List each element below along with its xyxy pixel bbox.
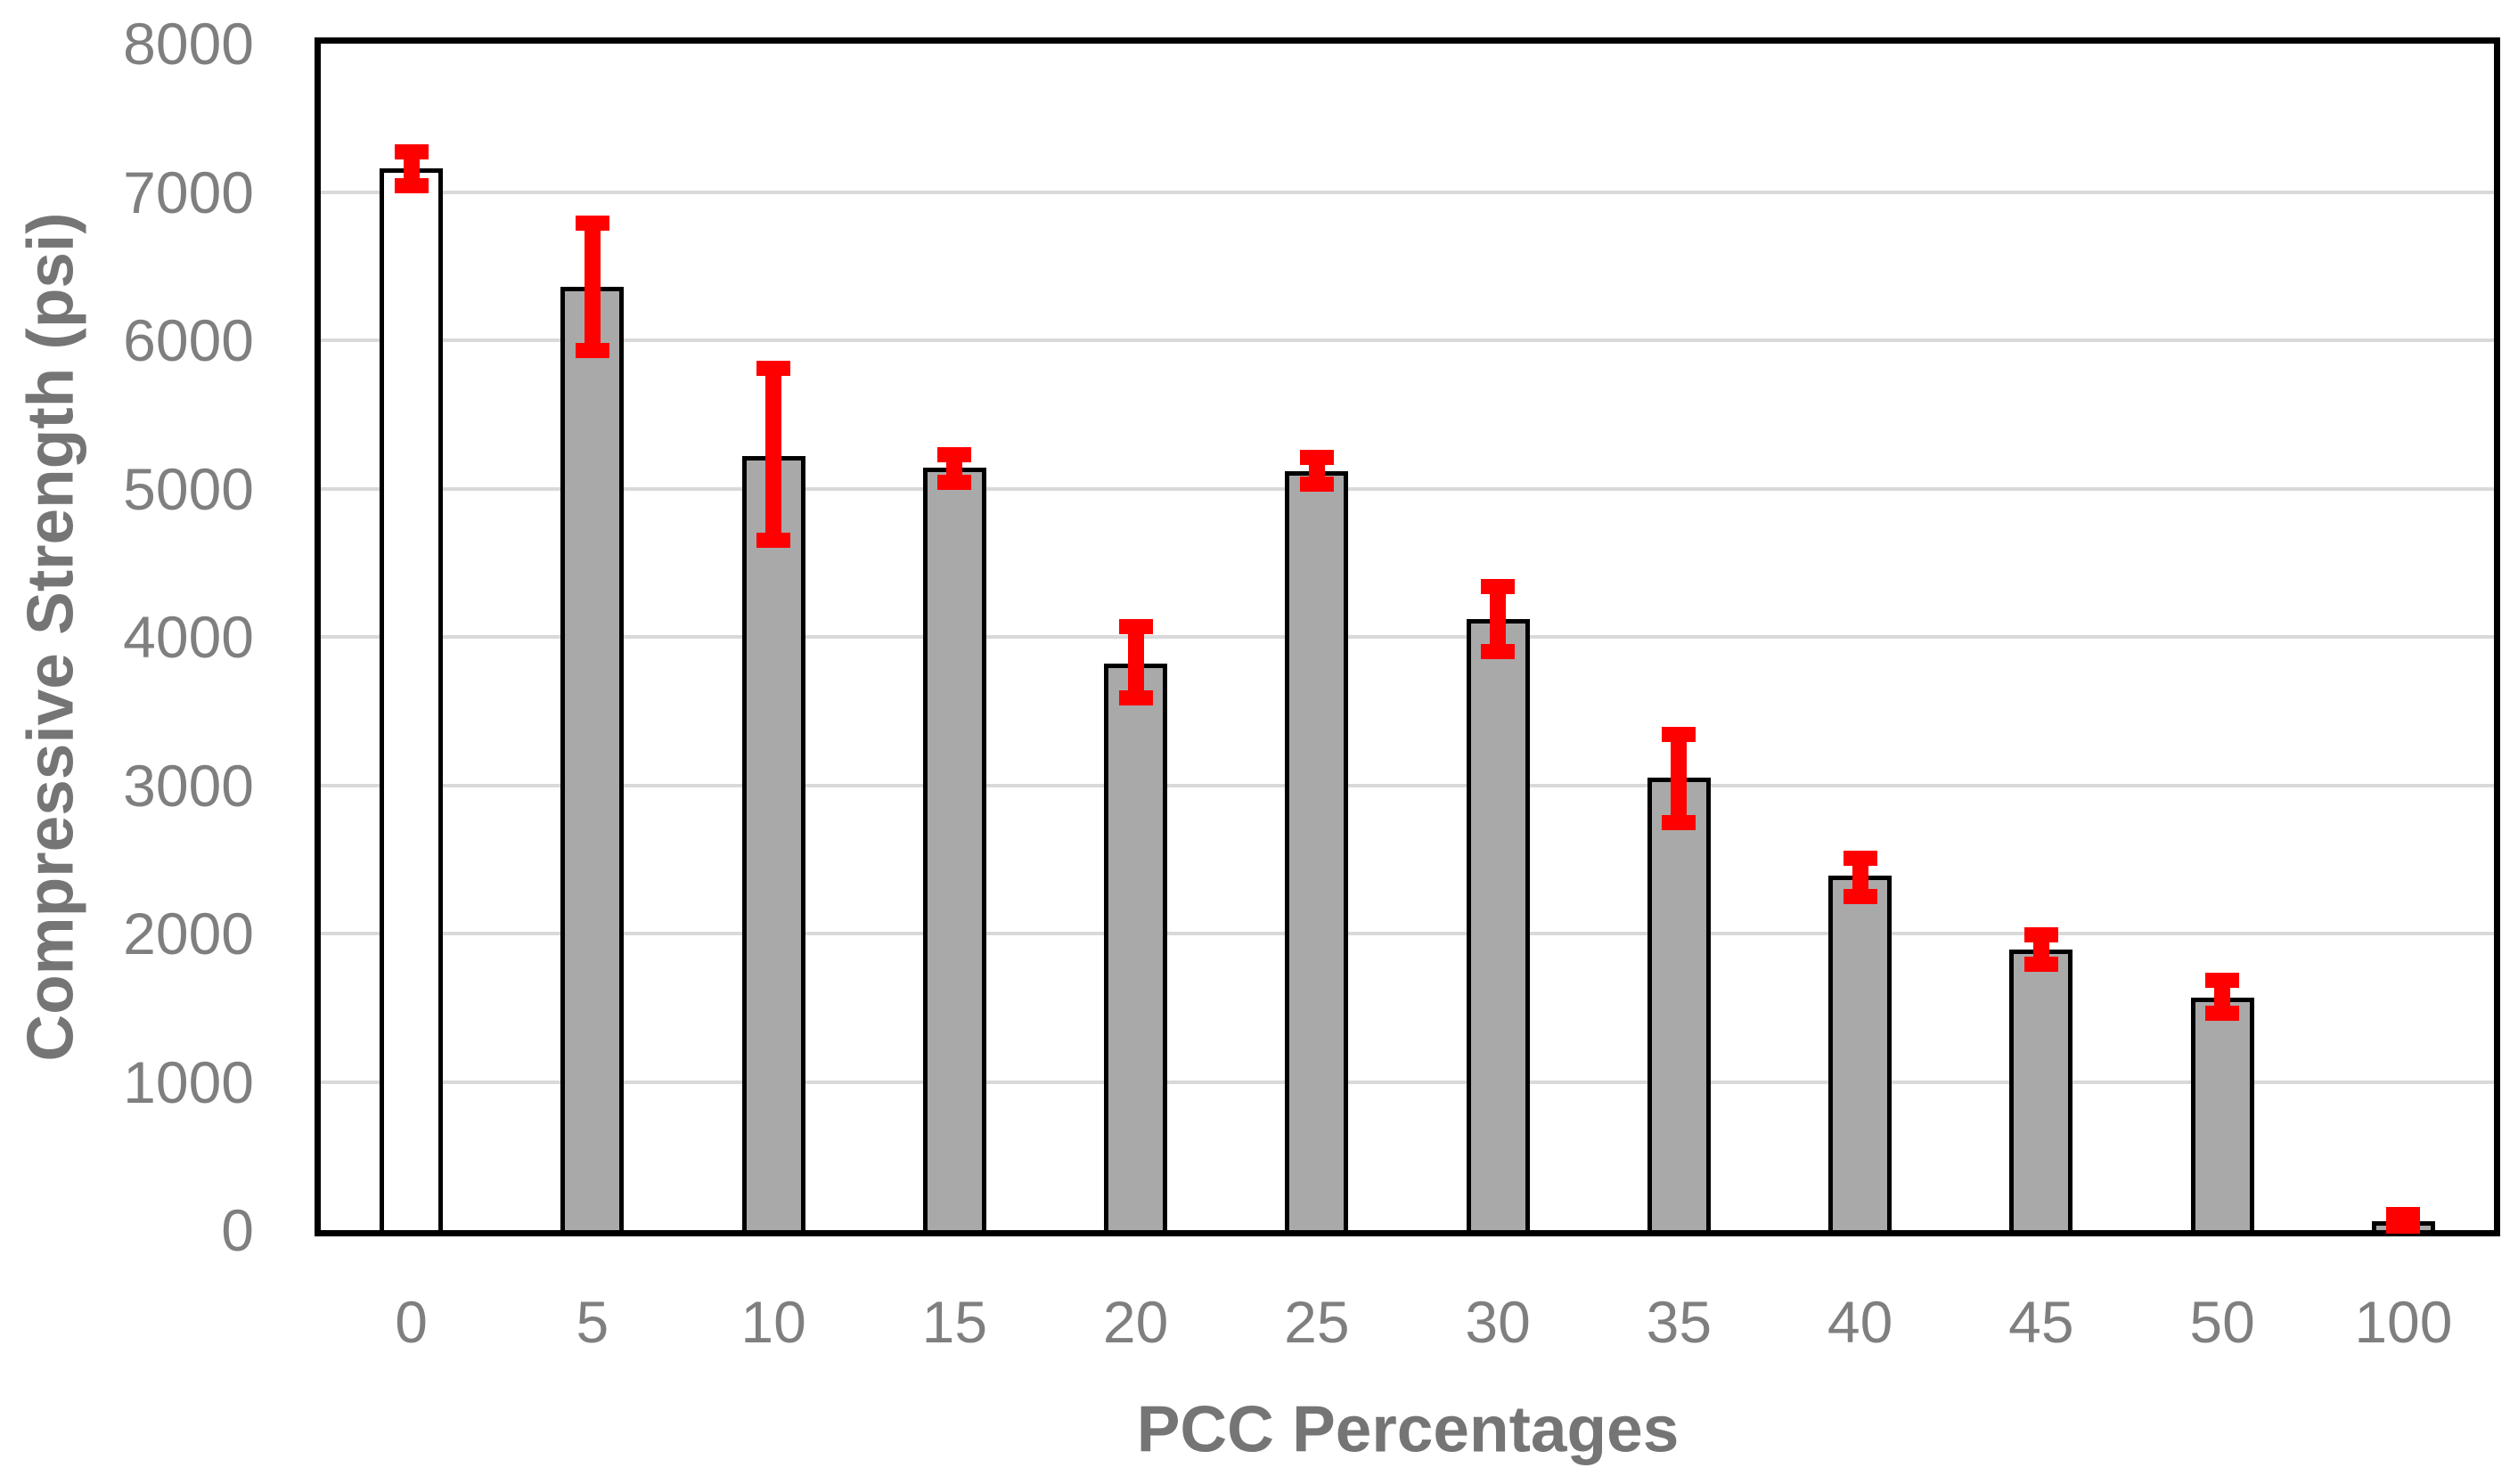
x-tick-label-30: 30 (1465, 1289, 1531, 1355)
error-bar-cap-high-pcc-5 (575, 215, 609, 231)
bar-pcc-45 (2009, 950, 2073, 1230)
y-tick-label-5000: 5000 (123, 455, 254, 522)
error-bar-cap-high-pcc-30 (1481, 578, 1516, 594)
error-bar-cap-high-pcc-15 (937, 446, 972, 462)
gridline-4000 (321, 635, 2494, 639)
x-tick-label-10: 10 (740, 1289, 806, 1355)
gridline-5000 (321, 486, 2494, 491)
gridline-1000 (321, 1080, 2494, 1084)
x-tick-label-15: 15 (921, 1289, 988, 1355)
bar-pcc-10 (741, 455, 805, 1230)
y-tick-label-7000: 7000 (123, 159, 254, 225)
y-tick-label-2000: 2000 (123, 901, 254, 966)
bar-pcc-15 (922, 468, 986, 1230)
gridline-7000 (321, 190, 2494, 194)
y-tick-label-4000: 4000 (123, 604, 254, 670)
y-tick-label-1000: 1000 (123, 1048, 254, 1115)
error-bar-cap-high-pcc-20 (1118, 618, 1153, 634)
x-tick-label-40: 40 (1827, 1289, 1893, 1355)
error-bar-cap-high-pcc-50 (2205, 972, 2240, 988)
error-bar-stem-pcc-0 (403, 151, 420, 186)
bar-pcc-20 (1104, 663, 1168, 1230)
error-bar-cap-low-pcc-35 (1662, 814, 1696, 830)
error-bar-stem-pcc-30 (1490, 586, 1507, 652)
x-tick-label-50: 50 (2189, 1289, 2255, 1355)
gridline-2000 (321, 932, 2494, 935)
error-bar-cap-high-pcc-40 (1843, 850, 1877, 866)
y-tick-label-0: 0 (221, 1197, 254, 1263)
error-bar-cap-low-pcc-25 (1299, 477, 1334, 492)
bar-pcc-25 (1285, 470, 1349, 1230)
error-bar-stem-pcc-40 (1852, 858, 1868, 897)
y-tick-label-3000: 3000 (123, 752, 254, 819)
error-bar-cap-low-pcc-0 (394, 178, 429, 194)
error-bar-cap-high-pcc-100 (2386, 1207, 2421, 1223)
error-bar-cap-high-pcc-35 (1662, 727, 1696, 743)
x-axis-title: PCC Percentages (1136, 1393, 1680, 1466)
error-bar-cap-high-pcc-10 (756, 361, 791, 377)
gridline-6000 (321, 338, 2494, 342)
bar-pcc-30 (1466, 619, 1530, 1230)
gridline-3000 (321, 783, 2494, 787)
x-tick-label-0: 0 (395, 1289, 428, 1355)
bar-pcc-5 (560, 287, 625, 1230)
error-bar-cap-low-pcc-10 (756, 533, 791, 549)
error-bar-cap-low-pcc-30 (1481, 644, 1516, 660)
error-bar-cap-high-pcc-0 (394, 144, 429, 160)
y-tick-label-8000: 8000 (123, 11, 254, 77)
error-bar-stem-pcc-50 (2214, 980, 2231, 1014)
x-tick-label-5: 5 (576, 1289, 609, 1355)
y-tick-label-6000: 6000 (123, 307, 254, 373)
error-bar-stem-pcc-10 (765, 368, 782, 541)
error-bar-cap-low-pcc-5 (575, 343, 609, 359)
error-bar-stem-pcc-20 (1127, 626, 1144, 698)
error-bar-cap-low-pcc-40 (1843, 888, 1877, 904)
error-bar-cap-high-pcc-45 (2023, 927, 2058, 943)
bar-pcc-35 (1647, 778, 1711, 1230)
x-tick-label-100: 100 (2354, 1289, 2453, 1355)
error-bar-cap-high-pcc-25 (1299, 450, 1334, 466)
error-bar-stem-pcc-35 (1671, 734, 1688, 823)
x-tick-label-25: 25 (1284, 1289, 1350, 1355)
error-bar-cap-low-pcc-15 (937, 475, 972, 491)
bar-pcc-40 (1828, 876, 1893, 1230)
error-bar-cap-low-pcc-45 (2023, 957, 2058, 973)
bar-pcc-0 (380, 167, 444, 1230)
x-tick-label-20: 20 (1102, 1289, 1169, 1355)
plot-area (315, 37, 2500, 1236)
error-bar-cap-low-pcc-50 (2205, 1006, 2240, 1022)
error-bar-cap-low-pcc-20 (1118, 689, 1153, 705)
x-tick-label-45: 45 (2008, 1289, 2074, 1355)
x-tick-label-35: 35 (1646, 1289, 1713, 1355)
bar-pcc-50 (2190, 997, 2254, 1230)
error-bar-cap-low-pcc-100 (2386, 1219, 2421, 1235)
error-bar-stem-pcc-5 (584, 223, 601, 351)
